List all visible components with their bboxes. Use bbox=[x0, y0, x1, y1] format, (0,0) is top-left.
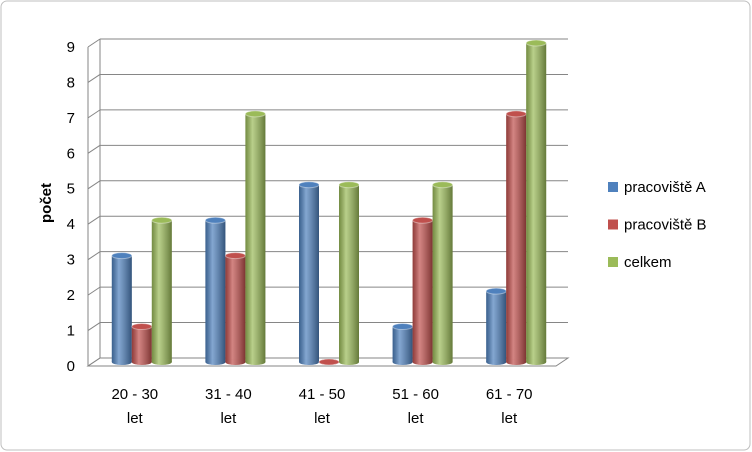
bar-bottom-shade bbox=[339, 359, 359, 365]
bar-top bbox=[318, 358, 340, 366]
bar-shade bbox=[111, 255, 132, 362]
x-tick-label: 61 - 70 let bbox=[485, 386, 533, 427]
legend-label: pracoviště B bbox=[624, 216, 707, 233]
bar-top bbox=[525, 39, 547, 47]
bar-top bbox=[244, 110, 266, 118]
x-tick-label: 20 - 30 let bbox=[111, 386, 159, 427]
bar-bottom-shade bbox=[506, 359, 527, 365]
bar-shade bbox=[486, 291, 507, 362]
y-tick-label: 8 bbox=[67, 74, 75, 91]
bar-top bbox=[505, 110, 527, 118]
grid-line-depth bbox=[87, 109, 101, 119]
bar-bottom-shade bbox=[111, 359, 132, 365]
bar-bottom-shade bbox=[412, 359, 433, 365]
grid-line-depth bbox=[87, 180, 101, 190]
bar-shade bbox=[245, 113, 266, 362]
bar-top bbox=[131, 323, 153, 331]
y-tick-label: 5 bbox=[67, 181, 75, 198]
y-tick-label: 4 bbox=[67, 216, 75, 233]
y-tick-label: 2 bbox=[67, 287, 75, 304]
bar-bottom-shade bbox=[299, 359, 319, 365]
bar-top bbox=[485, 287, 507, 295]
bar-bottom-shade bbox=[432, 359, 453, 365]
y-axis-label: počet bbox=[38, 183, 55, 223]
bar-shade bbox=[225, 255, 246, 362]
legend-label: celkem bbox=[624, 254, 672, 271]
legend-label: pracoviště A bbox=[624, 179, 706, 196]
bar-top bbox=[392, 323, 414, 331]
bar-bottom-shade bbox=[151, 359, 172, 365]
bar-bottom-shade bbox=[225, 359, 246, 365]
bar-bottom-shade bbox=[131, 359, 152, 365]
legend-swatch bbox=[608, 257, 618, 267]
grid-line-depth bbox=[87, 215, 101, 225]
grid-line-depth bbox=[87, 144, 101, 154]
y-tick-label: 0 bbox=[67, 358, 75, 375]
bar-top bbox=[204, 216, 226, 224]
grid-line-depth bbox=[87, 251, 101, 261]
bar-top bbox=[151, 216, 173, 224]
grid-line-depth bbox=[87, 322, 101, 331]
x-tick-label: 31 - 40 let bbox=[205, 386, 252, 427]
legend-swatch bbox=[608, 182, 618, 192]
bar-bottom-shade bbox=[526, 359, 547, 365]
x-tick-label: 51 - 60 let bbox=[392, 386, 439, 427]
bar-bottom-shade bbox=[392, 359, 413, 365]
grid-line-depth bbox=[87, 286, 101, 296]
bar-shade bbox=[392, 326, 413, 362]
bar-shade bbox=[432, 184, 453, 362]
y-tick-label: 3 bbox=[67, 252, 75, 269]
bar-shade bbox=[506, 113, 527, 362]
y-tick-label: 9 bbox=[67, 39, 75, 56]
y-tick-label: 7 bbox=[67, 110, 75, 127]
bar-bottom-shade bbox=[245, 359, 266, 365]
bar-top bbox=[432, 181, 454, 189]
bar-shade bbox=[526, 43, 547, 362]
bar-shade bbox=[299, 184, 319, 362]
bar-top bbox=[338, 181, 360, 189]
bar-top bbox=[412, 216, 434, 224]
bar-bottom-shade bbox=[205, 359, 226, 365]
grid-line-depth bbox=[87, 38, 101, 48]
bar-top bbox=[298, 181, 320, 189]
x-tick-label: 41 - 50 let bbox=[298, 386, 346, 427]
bar-shade bbox=[151, 220, 172, 362]
grid-line-depth bbox=[87, 74, 101, 83]
bar-shade bbox=[339, 184, 359, 362]
bar-shade bbox=[131, 326, 152, 362]
y-tick-label: 6 bbox=[67, 145, 75, 162]
bar-top bbox=[224, 252, 246, 260]
y-tick-label: 1 bbox=[67, 323, 75, 340]
legend-swatch bbox=[608, 219, 618, 230]
bar-top bbox=[111, 252, 133, 260]
bar-bottom-shade bbox=[486, 359, 507, 365]
bar-shade bbox=[205, 220, 226, 362]
grid-line-depth bbox=[87, 357, 101, 367]
bar-shade bbox=[412, 220, 433, 362]
